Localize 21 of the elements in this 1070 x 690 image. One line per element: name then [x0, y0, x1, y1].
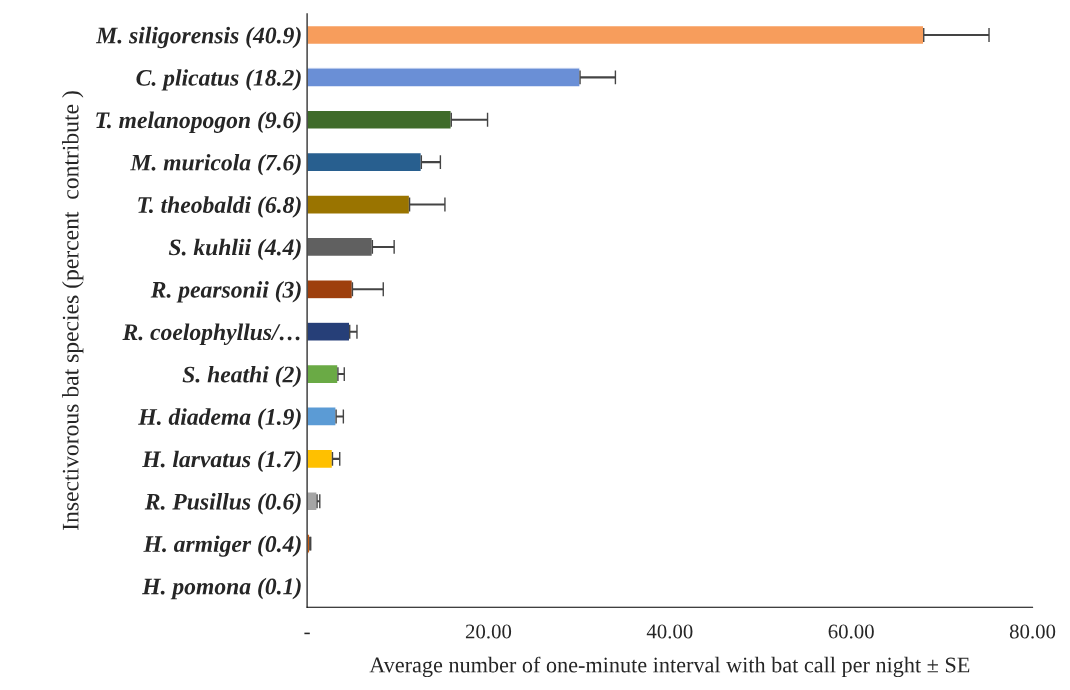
y-tick-label: R. coelophyllus/…	[122, 323, 300, 345]
y-tick-label: T. melanopogon (9.6)	[96, 111, 301, 133]
x-axis-title: Average number of one-minute interval with bat call per night ± SE	[369, 656, 970, 678]
y-tick-label: S. kuhlii (4.4)	[168, 238, 301, 261]
y-axis-title: Insectivorous bat species (percent contribute )	[61, 91, 84, 530]
y-tick-label: R. Pusillus (0.6)	[144, 493, 301, 515]
y-tick-label: H. diadema (1.9)	[138, 408, 301, 430]
x-tick-label: 80.00	[1009, 624, 1056, 639]
x-tick-label: 20.00	[465, 624, 512, 639]
y-tick-label: M. siligorensis (40.9)	[95, 26, 301, 49]
x-tick-label: 60.00	[828, 624, 874, 639]
y-tick-label: C. plicatus (18.2)	[136, 69, 301, 91]
y-tick-label: R. pearsonii (3)	[150, 281, 301, 303]
y-tick-label: M. muricola (7.6)	[130, 153, 301, 176]
x-tick-label: -	[304, 632, 310, 635]
y-tick-label: T. theobaldi (6.8)	[138, 196, 301, 218]
y-tick-label: H. armiger (0.4)	[143, 535, 301, 557]
x-tick-label: 40.00	[646, 624, 693, 639]
y-tick-label: H. pomona (0.1)	[142, 577, 301, 600]
y-tick-label: S. heathi (2)	[182, 365, 301, 388]
y-tick-label: H. larvatus (1.7)	[142, 450, 301, 473]
